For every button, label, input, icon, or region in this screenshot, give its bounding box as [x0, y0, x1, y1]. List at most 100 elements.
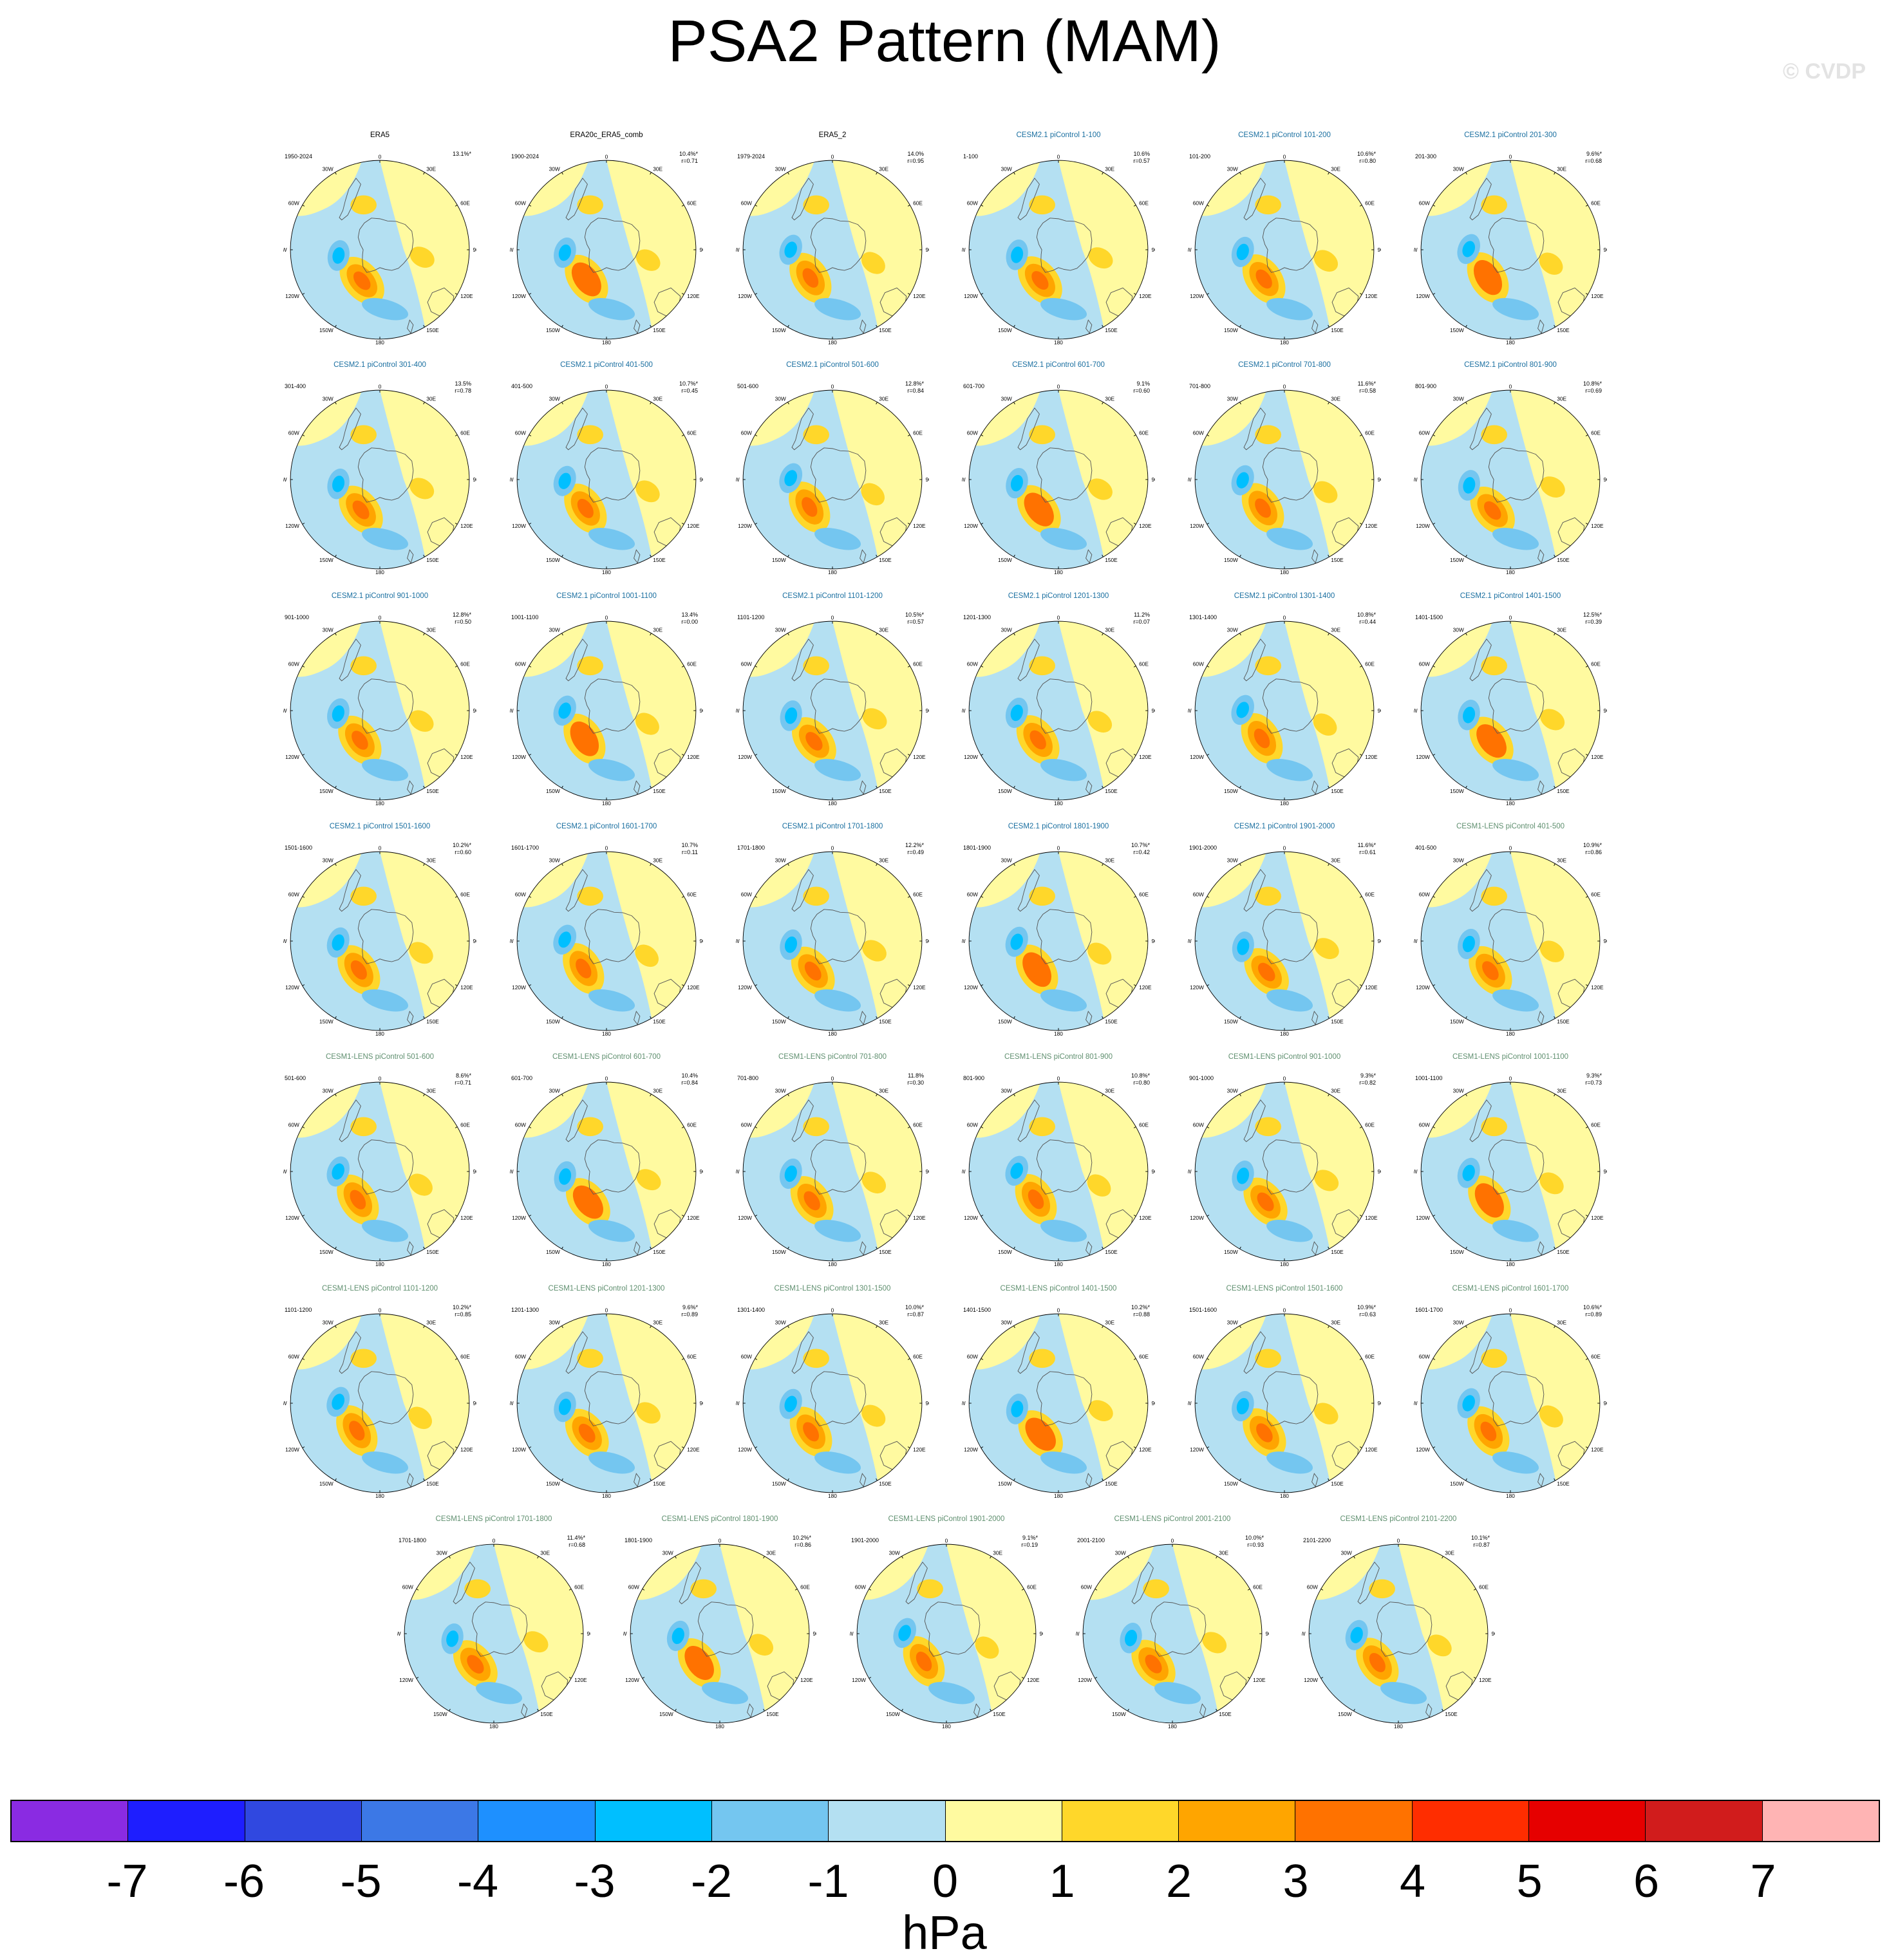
anomaly-contour — [577, 656, 603, 676]
longitude-tick — [981, 754, 984, 756]
longitude-label: 30W — [323, 1088, 334, 1094]
panel-title: ERA5_2 — [818, 131, 847, 139]
polar-map: 030E60E90E120E150E180150W120W90W60W30W — [623, 1537, 816, 1730]
anomaly-contour — [476, 1681, 523, 1704]
anomaly-contour — [1540, 709, 1565, 731]
anomaly-contour — [578, 270, 595, 289]
longitude-label: 180 — [1394, 1723, 1403, 1730]
panel-stats: 10.7% r=0.11 — [681, 842, 698, 856]
longitude-label: 60E — [1027, 1584, 1037, 1591]
anomaly-contour — [1030, 499, 1048, 519]
panel-percent-variance: 10.7%* — [1131, 842, 1150, 848]
panel-period: 1-100 — [963, 153, 979, 160]
panel-title: CESM1-LENS piControl 1901-2000 — [888, 1515, 1005, 1523]
longitude-tick — [335, 785, 337, 789]
longitude-label: 0 — [1057, 383, 1060, 389]
anomaly-contour — [1010, 933, 1023, 950]
antarctica-coastline — [1488, 218, 1545, 273]
south-america-coastline — [339, 407, 361, 451]
longitude-tick — [529, 1215, 532, 1217]
longitude-label: 30E — [879, 627, 888, 633]
longitude-tick — [1328, 172, 1330, 175]
panel-percent-variance: 14.0% — [907, 151, 924, 157]
longitude-label: 30W — [775, 166, 786, 173]
longitude-label: 150E — [653, 1249, 666, 1255]
longitude-label: 60W — [515, 200, 526, 207]
longitude-label: 90W — [1188, 247, 1192, 253]
anomaly-contour — [588, 1219, 635, 1242]
longitude-label: 30E — [1331, 166, 1340, 173]
positive-anomaly-region — [1058, 390, 1148, 569]
panel-title: CESM2.1 piControl 1701-1800 — [782, 823, 883, 830]
longitude-label: 90E — [699, 1168, 703, 1175]
longitude-label: 180 — [715, 1723, 724, 1730]
south-america-coastline — [565, 407, 588, 451]
longitude-label: 180 — [1280, 1261, 1289, 1267]
longitude-tick — [876, 785, 878, 789]
panel-percent-variance: 11.2% — [1134, 611, 1150, 618]
new-zealand-coastline — [1537, 549, 1545, 564]
map-panel-grid: ERA51950-202413.1%*030E60E90E120E150E180… — [283, 131, 1607, 1730]
anomaly-contour — [332, 247, 345, 264]
longitude-tick — [529, 896, 532, 898]
longitude-tick — [335, 324, 337, 328]
longitude-label: 120W — [512, 754, 526, 760]
new-zealand-coastline — [1085, 780, 1093, 795]
south-america-coastline — [565, 1099, 588, 1143]
longitude-label: 60E — [460, 661, 470, 667]
anomaly-contour — [350, 1190, 366, 1209]
longitude-tick — [1465, 172, 1467, 175]
longitude-label: 150W — [1112, 1711, 1126, 1717]
longitude-tick — [755, 896, 758, 898]
longitude-label: 60E — [1591, 1122, 1601, 1128]
longitude-label: 90E — [1603, 1168, 1607, 1175]
anomaly-contour — [1257, 1192, 1274, 1211]
south-america-coastline — [1469, 178, 1492, 221]
longitude-label: 90W — [736, 707, 740, 714]
anomaly-contour — [1255, 886, 1281, 906]
colorbar-segment — [478, 1801, 596, 1841]
longitude-tick — [650, 1016, 652, 1019]
longitude-tick — [1554, 633, 1555, 636]
longitude-label: 60W — [1081, 1584, 1092, 1591]
positive-anomaly-region — [380, 852, 469, 1031]
longitude-tick — [1554, 1016, 1555, 1019]
longitude-label: 60E — [687, 1354, 697, 1360]
longitude-label: 120E — [460, 523, 473, 529]
longitude-tick — [1133, 666, 1136, 667]
longitude-label: 60W — [288, 661, 299, 667]
panel-percent-variance: 12.8%* — [452, 611, 471, 618]
south-america-coastline — [1469, 869, 1492, 912]
longitude-label: 120E — [1365, 523, 1378, 529]
longitude-label: 60W — [741, 200, 752, 207]
longitude-label: 120W — [1190, 523, 1204, 529]
new-zealand-coastline — [860, 780, 867, 795]
anomaly-contour — [409, 710, 434, 732]
longitude-tick — [455, 523, 458, 525]
colorbar-segment — [595, 1801, 712, 1841]
panel-period: 501-600 — [737, 383, 759, 389]
anomaly-contour — [814, 758, 861, 781]
panel-period: 901-1000 — [1189, 1075, 1214, 1081]
anomaly-contour — [803, 656, 829, 676]
longitude-label: 60E — [1591, 200, 1601, 207]
longitude-label: 60E — [687, 891, 697, 898]
anomaly-contour — [1255, 656, 1281, 676]
longitude-label: 180 — [375, 1261, 384, 1267]
map-field — [743, 621, 922, 800]
south-america-coastline — [339, 869, 361, 912]
longitude-label: 120E — [687, 1215, 700, 1221]
map-panel: CESM1-LENS piControl 1801-1900 1801-1900 1… — [623, 1515, 816, 1730]
longitude-tick — [1133, 984, 1136, 986]
longitude-tick — [1133, 205, 1136, 207]
longitude-label: 60W — [1307, 1584, 1318, 1591]
panel-percent-variance: 10.7%* — [679, 380, 698, 387]
anomaly-contour — [862, 708, 887, 730]
longitude-label: 180 — [375, 569, 384, 575]
panel-period: 701-800 — [737, 1075, 759, 1081]
longitude-label: 120W — [512, 984, 526, 991]
panel-pattern-correlation: r=0.86 — [794, 1542, 811, 1548]
south-america-coastline — [1131, 1562, 1154, 1605]
longitude-label: 150W — [998, 1249, 1012, 1255]
south-america-coastline — [339, 639, 361, 682]
